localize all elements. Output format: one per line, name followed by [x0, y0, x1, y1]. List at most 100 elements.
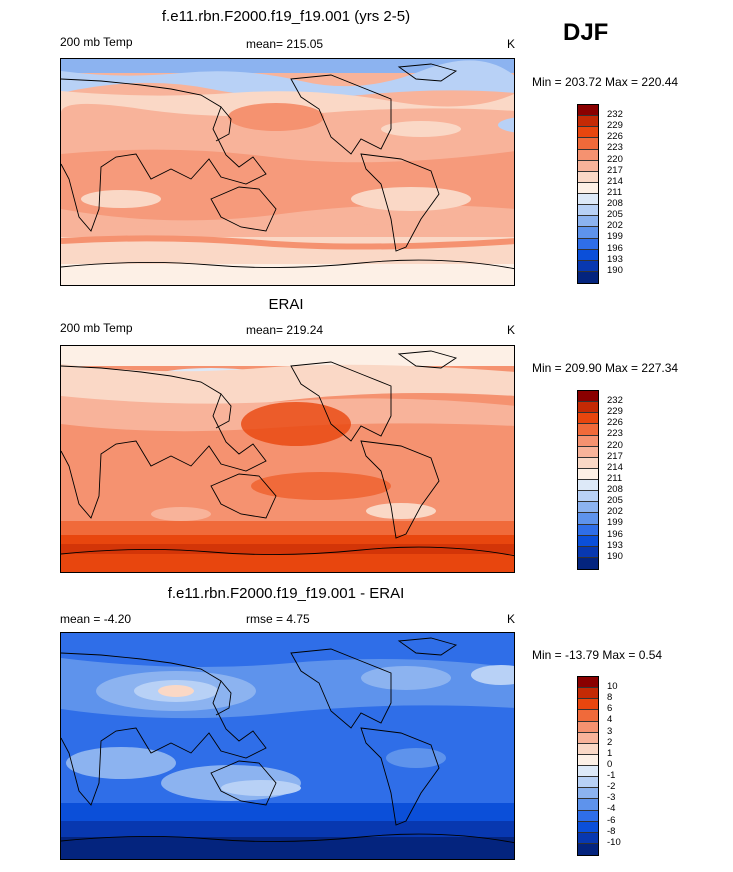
atlantic-light: [471, 665, 514, 685]
colorbar-label: 211: [607, 472, 623, 484]
north-america-coast: [290, 648, 392, 729]
colorbar-label: 3: [607, 725, 613, 737]
panel-1-mean-label: mean= 215.05: [246, 37, 324, 51]
colorbar-swatch: [578, 821, 598, 833]
colorbar-swatch: [578, 249, 598, 261]
colorbar-label: 193: [607, 539, 623, 551]
coastlines: [61, 350, 514, 557]
panel-2-colorbar: [577, 390, 599, 570]
colorbar-swatch: [578, 138, 598, 150]
colorbar-swatch: [578, 105, 598, 117]
colorbar-swatch: [578, 160, 598, 172]
japan-coast: [215, 393, 232, 429]
africa-warm: [81, 190, 161, 208]
colorbar-label: 220: [607, 153, 623, 165]
africa-light: [66, 747, 176, 779]
colorbar-swatch: [578, 535, 598, 547]
colorbar-label: 1: [607, 747, 613, 759]
colorbar-swatch: [578, 743, 598, 755]
sam-spot: [366, 503, 436, 519]
panel-3-map-svg: [61, 633, 514, 859]
colorbar-label: -6: [607, 814, 616, 826]
eurasia-africa-coast: [61, 652, 267, 806]
south-america-coast: [360, 440, 440, 539]
antarctic-band: [61, 264, 514, 285]
sh-band-1: [61, 521, 514, 535]
greenland-coast: [397, 350, 458, 369]
australia-coast: [210, 760, 277, 806]
colorbar-swatch: [578, 238, 598, 250]
eurasia-africa-coast: [61, 365, 267, 519]
colorbar-swatch: [578, 677, 598, 689]
panel-1-variable-label: 200 mb Temp: [60, 35, 133, 49]
panel-2-map-svg: [61, 346, 514, 572]
colorbar-label: 220: [607, 439, 623, 451]
colorbar-swatch: [578, 216, 598, 228]
arctic-band: [61, 346, 514, 366]
antarctica-coast: [61, 259, 514, 270]
npacific-warm: [228, 103, 324, 131]
sh-band-2: [61, 821, 514, 837]
colorbar-swatch: [578, 766, 598, 778]
australia-coast: [210, 186, 277, 232]
colorbar-label: 193: [607, 253, 623, 265]
colorbar-swatch: [578, 688, 598, 700]
colorbar-label: 217: [607, 450, 623, 462]
colorbar-label: 214: [607, 175, 623, 187]
colorbar-label: 196: [607, 242, 623, 254]
panel-3-minmax: Min = -13.79 Max = 0.54: [532, 648, 663, 662]
colorbar-swatch: [578, 546, 598, 558]
colorbar-swatch: [578, 260, 598, 272]
colorbar-label: 232: [607, 395, 623, 406]
colorbar-swatch: [578, 754, 598, 766]
colorbar-swatch: [578, 149, 598, 161]
panel-1-minmax: Min = 203.72 Max = 220.44: [532, 75, 679, 89]
colorbar-label: -1: [607, 770, 616, 781]
colorbar-swatch: [578, 524, 598, 536]
panel-3-map: [60, 632, 515, 860]
panel-3-rmse-label: rmse = 4.75: [246, 612, 310, 626]
australia-coast: [210, 473, 277, 519]
north-america-coast: [290, 361, 392, 442]
panel-2-map: [60, 345, 515, 573]
colorbar-label: -3: [607, 792, 616, 804]
colorbar-swatch: [578, 424, 598, 436]
na-light: [361, 666, 451, 690]
sh-band-1: [61, 803, 514, 821]
colorbar-swatch: [578, 843, 598, 855]
panel-2-mean-label: mean= 219.24: [246, 323, 324, 337]
colorbar-label: 190: [607, 550, 623, 562]
colorbar-swatch: [578, 732, 598, 744]
colorbar-label: 202: [607, 220, 623, 232]
arctic-band: [61, 59, 514, 73]
colorbar-swatch: [578, 832, 598, 844]
colorbar-swatch: [578, 777, 598, 789]
eurasia-africa-coast: [61, 78, 267, 232]
colorbar-label: 2: [607, 736, 613, 748]
colorbar-label: -2: [607, 781, 616, 793]
colorbar-swatch: [578, 116, 598, 128]
colorbar-swatch: [578, 502, 598, 514]
greenland-coast: [397, 637, 458, 656]
colorbar-label: 10: [607, 681, 618, 692]
panel-1-map: [60, 58, 515, 286]
japan-coast: [215, 106, 232, 142]
sam-mid: [386, 748, 446, 768]
colorbar-label: 211: [607, 186, 623, 198]
asia-warm-spot: [158, 685, 194, 697]
indian-spot: [151, 507, 211, 521]
north-america-coast: [290, 74, 392, 155]
midlat-band: [61, 364, 514, 407]
panel-2-title: ERAI: [268, 296, 304, 313]
colorbar-label: 226: [607, 131, 623, 143]
colorbar-swatch: [578, 468, 598, 480]
colorbar-swatch: [578, 182, 598, 194]
colorbar-label: -4: [607, 803, 616, 815]
colorbar-swatch: [578, 271, 598, 283]
colorbar-label: 199: [607, 517, 623, 529]
colorbar-swatch: [578, 194, 598, 206]
colorbar-swatch: [578, 480, 598, 492]
colorbar-label: 0: [607, 758, 613, 770]
panel-1-colorbar: [577, 104, 599, 284]
coastlines: [61, 637, 514, 844]
